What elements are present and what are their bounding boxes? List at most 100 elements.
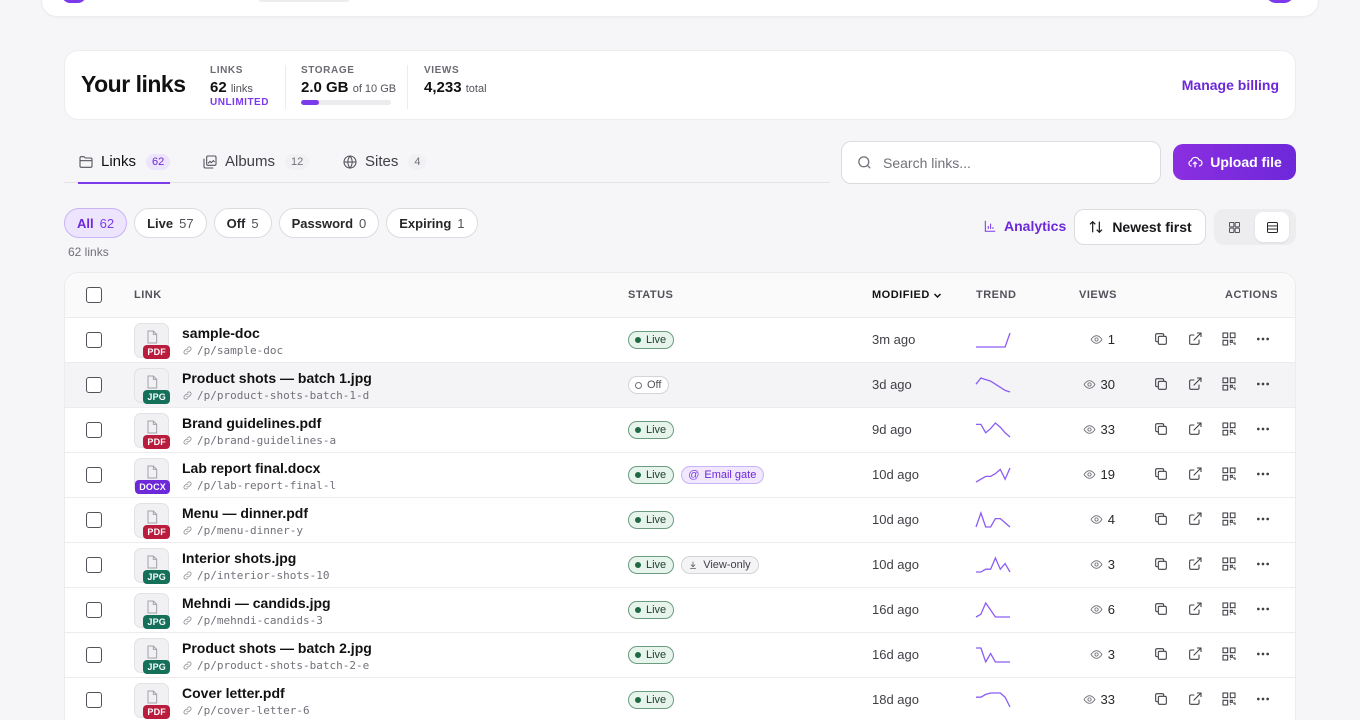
status-dot [635,562,641,568]
trend-sparkline [975,421,1011,439]
search-input[interactable] [883,154,1133,171]
link-icon [183,346,192,355]
sparkline-path [976,556,1011,573]
filter-expiring[interactable]: Expiring 1 [386,208,478,238]
qr-code-button[interactable] [1221,556,1239,574]
link-name[interactable]: sample-doc [182,325,260,341]
status-label: Live [646,604,667,616]
qr-code-button[interactable] [1221,646,1239,664]
open-link-button[interactable] [1187,376,1205,394]
file-thumbnail: DOCX [134,458,170,494]
open-link-button[interactable] [1187,511,1205,529]
analytics-link[interactable]: Analytics [983,218,1066,234]
table-row[interactable]: PDF Brand guidelines.pdf /p/brand-guidel… [65,408,1295,453]
link-name[interactable]: Product shots — batch 1.jpg [182,370,372,386]
row-checkbox[interactable] [86,422,102,438]
qr-code-button[interactable] [1221,691,1239,709]
row-checkbox[interactable] [86,692,102,708]
column-modified[interactable]: MODIFIED [872,289,942,301]
qr-code-button[interactable] [1221,601,1239,619]
open-link-button[interactable] [1187,601,1205,619]
row-checkbox[interactable] [86,557,102,573]
table-row[interactable]: JPG Interior shots.jpg /p/interior-shots… [65,543,1295,588]
qr-code-button[interactable] [1221,331,1239,349]
row-checkbox[interactable] [86,512,102,528]
table-row[interactable]: DOCX Lab report final.docx /p/lab-report… [65,453,1295,498]
app-logo[interactable] [62,0,86,3]
row-checkbox[interactable] [86,602,102,618]
row-checkbox[interactable] [86,467,102,483]
open-link-button[interactable] [1187,421,1205,439]
table-row[interactable]: PDF sample-doc /p/sample-doc Live 3m ago… [65,318,1295,363]
globe-icon [343,154,357,169]
view-count-value: 33 [1100,692,1115,707]
qr-code-button[interactable] [1221,466,1239,484]
tab-albums[interactable]: Albums 12 [202,140,310,183]
copy-link-button[interactable] [1153,331,1171,349]
grid-view-button[interactable] [1217,212,1251,242]
status-label: Live [646,649,667,661]
table-row[interactable]: JPG Product shots — batch 2.jpg /p/produ… [65,633,1295,678]
copy-link-button[interactable] [1153,646,1171,664]
link-slug: /p/lab-report-final-l [182,479,336,492]
more-actions-button[interactable] [1255,511,1273,529]
copy-link-button[interactable] [1153,691,1171,709]
manage-billing-link[interactable]: Manage billing [1181,77,1279,93]
row-checkbox[interactable] [86,647,102,663]
copy-link-button[interactable] [1153,376,1171,394]
open-link-button[interactable] [1187,556,1205,574]
tab-sites[interactable]: Sites 4 [342,140,427,183]
sort-dropdown[interactable]: Newest first [1074,209,1206,245]
file-icon [147,375,158,389]
more-actions-button[interactable] [1255,601,1273,619]
sparkline [975,601,1010,618]
more-actions-button[interactable] [1255,556,1273,574]
qr-code-button[interactable] [1221,421,1239,439]
cloud-upload-icon [1188,156,1203,168]
link-name[interactable]: Brand guidelines.pdf [182,415,322,431]
table-row[interactable]: PDF Menu — dinner.pdf /p/menu-dinner-y L… [65,498,1295,543]
workspace-switcher[interactable] [258,0,350,2]
link-slug: /p/sample-doc [182,344,283,357]
more-actions-button[interactable] [1255,421,1273,439]
views-stat-value: 4,233 [424,79,462,96]
qr-code-button[interactable] [1221,511,1239,529]
tab-links[interactable]: Links 62 [78,140,171,184]
table-row[interactable]: PDF Cover letter.pdf /p/cover-letter-6 L… [65,678,1295,720]
link-name[interactable]: Mehndi — candids.jpg [182,595,331,611]
qr-code-button[interactable] [1221,376,1239,394]
copy-link-button[interactable] [1153,421,1171,439]
avatar[interactable] [1266,0,1294,3]
copy-link-button[interactable] [1153,556,1171,574]
copy-link-button[interactable] [1153,511,1171,529]
filter-live[interactable]: Live 57 [134,208,207,238]
table-row[interactable]: JPG Mehndi — candids.jpg /p/mehndi-candi… [65,588,1295,633]
eye-icon [1083,425,1095,434]
filter-off[interactable]: Off 5 [213,208,272,238]
copy-link-button[interactable] [1153,601,1171,619]
more-actions-button[interactable] [1255,646,1273,664]
link-name[interactable]: Menu — dinner.pdf [182,505,308,521]
open-link-button[interactable] [1187,646,1205,664]
table-row[interactable]: JPG Product shots — batch 1.jpg /p/produ… [65,363,1295,408]
filter-all[interactable]: All 62 [64,208,128,238]
upload-file-button[interactable]: Upload file [1173,144,1296,180]
more-actions-button[interactable] [1255,376,1273,394]
open-link-button[interactable] [1187,331,1205,349]
link-name[interactable]: Interior shots.jpg [182,550,297,566]
open-link-button[interactable] [1187,691,1205,709]
link-name[interactable]: Product shots — batch 2.jpg [182,640,372,656]
select-all-checkbox[interactable] [86,287,102,303]
link-slug-text: /p/sample-doc [197,344,284,357]
open-link-button[interactable] [1187,466,1205,484]
link-name[interactable]: Lab report final.docx [182,460,321,476]
copy-link-button[interactable] [1153,466,1171,484]
more-actions-button[interactable] [1255,466,1273,484]
more-actions-button[interactable] [1255,331,1273,349]
list-view-button[interactable] [1255,212,1289,242]
row-checkbox[interactable] [86,332,102,348]
link-name[interactable]: Cover letter.pdf [182,685,285,701]
filter-password[interactable]: Password 0 [278,208,380,238]
row-checkbox[interactable] [86,377,102,393]
more-actions-button[interactable] [1255,691,1273,709]
